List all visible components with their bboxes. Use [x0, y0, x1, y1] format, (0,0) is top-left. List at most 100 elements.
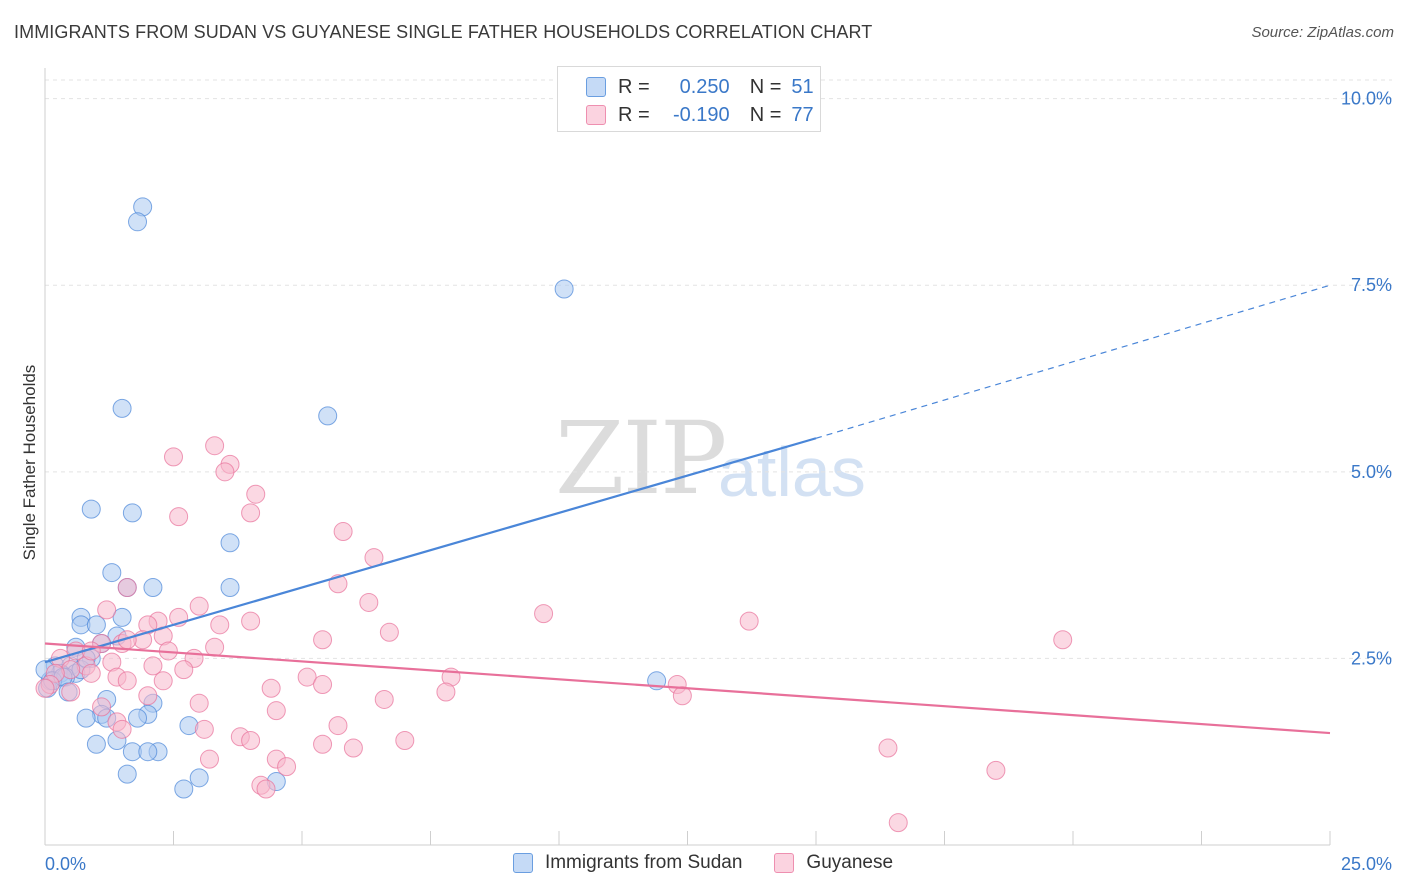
y-tick-label: 7.5% [1351, 275, 1392, 295]
series-legend-item-sudan[interactable]: Immigrants from Sudan [512, 852, 743, 874]
correlation-legend: R = 0.250 N = 51 R = -0.190 N = 77 [557, 66, 821, 132]
y-tick-label: 5.0% [1351, 462, 1392, 482]
point-guyanese [878, 738, 898, 758]
point-guyanese [534, 604, 554, 624]
point-sudan [76, 708, 96, 728]
point-guyanese [277, 757, 297, 777]
point-guyanese [1053, 630, 1073, 650]
series-legend: Immigrants from Sudan Guyanese [0, 852, 1406, 874]
grid-layer [45, 79, 1392, 659]
point-guyanese [92, 697, 112, 717]
series-swatch-guyanese [774, 853, 795, 873]
x-tick-label: 25.0% [1341, 854, 1392, 874]
point-sudan [318, 406, 338, 426]
point-guyanese [343, 738, 363, 758]
point-guyanese [261, 678, 281, 698]
source-label: Source: ZipAtlas.com [1251, 24, 1394, 41]
point-sudan [554, 279, 574, 299]
point-guyanese [241, 611, 261, 631]
point-guyanese [246, 484, 266, 504]
legend-r-label: R = [618, 75, 650, 98]
chart-title: IMMIGRANTS FROM SUDAN VS GUYANESE SINGLE… [14, 22, 873, 42]
point-sudan [220, 533, 240, 553]
point-sudan [86, 734, 106, 754]
legend-r-label: R = [618, 103, 650, 126]
point-guyanese [256, 779, 276, 799]
point-guyanese [143, 656, 163, 676]
point-guyanese [189, 693, 209, 713]
y-axis-label: Single Father Households [20, 365, 39, 561]
legend-row-guyanese: R = -0.190 N = 77 [558, 101, 814, 129]
legend-n-label: N = [749, 103, 782, 126]
point-sudan [112, 398, 132, 418]
point-guyanese [297, 667, 317, 687]
point-guyanese [205, 637, 225, 657]
watermark-zip: ZIP [555, 400, 727, 517]
point-sudan [128, 212, 148, 232]
point-guyanese [138, 686, 158, 706]
point-guyanese [81, 663, 101, 683]
legend-r-value: -0.190 [672, 103, 730, 126]
legend-n-label: N = [749, 75, 782, 98]
point-sudan [86, 615, 106, 635]
point-guyanese [215, 462, 235, 482]
trendline-guyanese [44, 642, 1331, 735]
points-layer [35, 197, 1073, 833]
series-swatch-sudan [512, 853, 533, 873]
point-guyanese [986, 760, 1006, 780]
legend-r-value: 0.250 [679, 75, 730, 98]
point-sudan [174, 779, 194, 799]
series-label-guyanese: Guyanese [806, 852, 894, 873]
series-label-sudan: Immigrants from Sudan [544, 852, 743, 873]
point-guyanese [395, 731, 415, 751]
point-guyanese [210, 615, 230, 635]
point-guyanese [328, 716, 348, 736]
legend-n-value: 51 [791, 75, 814, 98]
point-guyanese [97, 600, 117, 620]
point-sudan [220, 578, 240, 598]
point-guyanese [205, 436, 225, 456]
point-sudan [128, 708, 148, 728]
point-guyanese [189, 596, 209, 616]
point-sudan [112, 607, 132, 627]
point-guyanese [164, 447, 183, 467]
point-sudan [138, 742, 158, 762]
point-guyanese [174, 660, 194, 680]
point-sudan [102, 563, 122, 583]
point-guyanese [333, 522, 353, 542]
point-guyanese [112, 719, 132, 739]
trendline-sudan-extension [815, 284, 1331, 439]
legend-swatch-sudan [586, 77, 606, 97]
point-guyanese [169, 507, 189, 527]
point-guyanese [313, 734, 333, 754]
point-sudan [117, 764, 137, 784]
y-tick-label: 2.5% [1351, 648, 1392, 668]
point-sudan [189, 768, 209, 788]
point-guyanese [436, 682, 456, 702]
point-guyanese [888, 813, 908, 833]
point-guyanese [313, 630, 333, 650]
point-guyanese [359, 592, 379, 612]
point-guyanese [61, 682, 81, 702]
point-guyanese [266, 701, 286, 721]
x-tick-label: 0.0% [45, 854, 86, 874]
point-guyanese [153, 671, 173, 691]
point-guyanese [374, 689, 394, 709]
point-guyanese [313, 675, 333, 695]
point-guyanese [194, 719, 214, 739]
point-guyanese [35, 678, 55, 698]
series-legend-item-guyanese[interactable]: Guyanese [774, 852, 893, 874]
point-guyanese [117, 671, 137, 691]
legend-row-sudan: R = 0.250 N = 51 [558, 73, 814, 101]
point-guyanese [241, 503, 261, 523]
y-tick-label: 10.0% [1341, 89, 1392, 109]
point-guyanese [241, 731, 261, 751]
point-guyanese [117, 578, 137, 598]
point-guyanese [199, 749, 219, 769]
point-guyanese [379, 622, 399, 642]
point-sudan [81, 499, 101, 519]
point-guyanese [672, 686, 692, 706]
trend-layer [44, 284, 1331, 735]
point-sudan [143, 578, 163, 598]
